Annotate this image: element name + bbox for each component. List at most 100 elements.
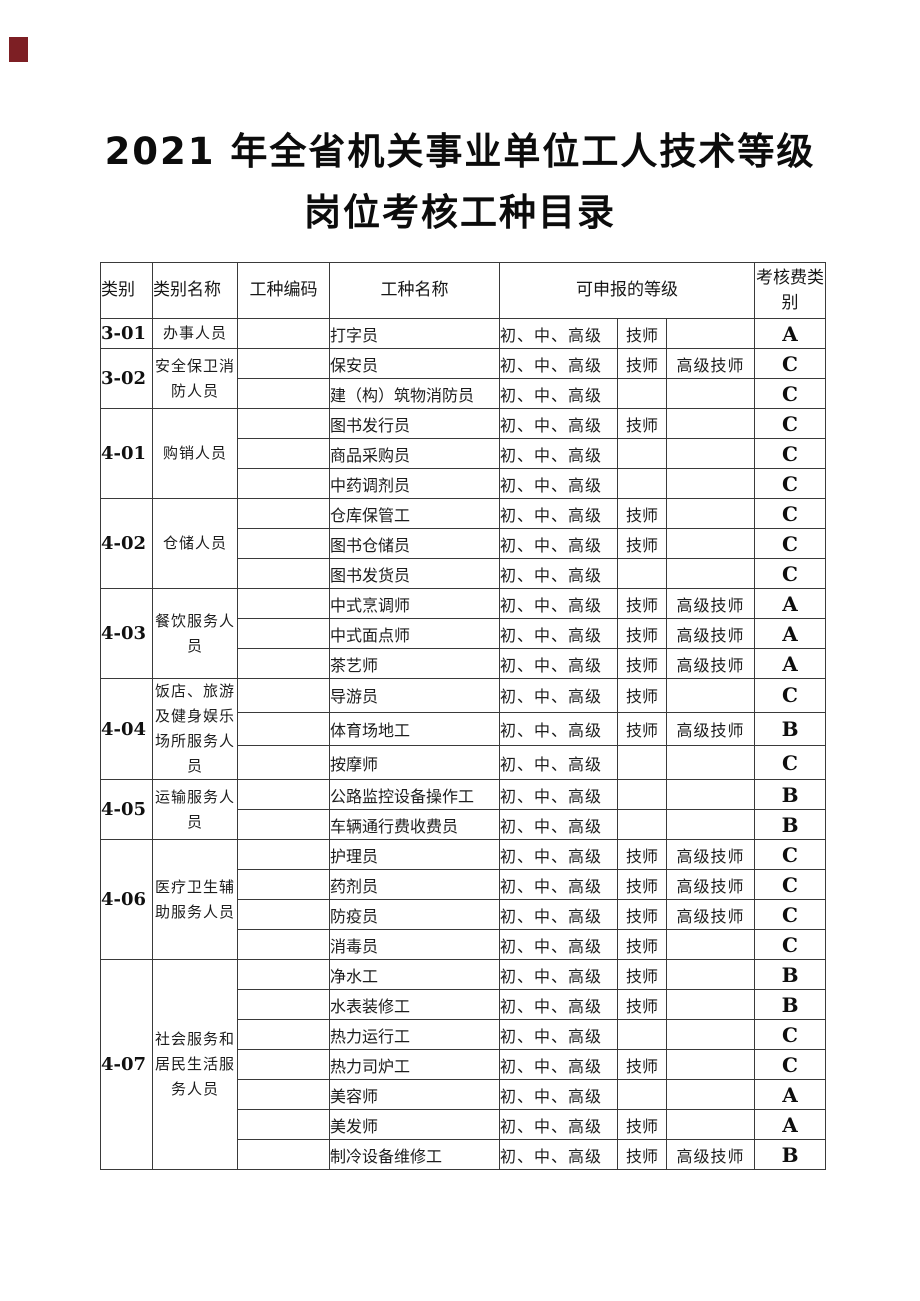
table-row: 车辆通行费收费员 初、中、高级 B [101,809,827,840]
fee-category-cell: C [754,378,827,409]
technician-cell: 技师 [617,1109,667,1140]
senior-technician-cell [665,745,756,780]
table-row: 4-01 购销人员 图书发行员 初、中、高级 技师 C [100,408,827,499]
table-row: 体育场地工 初、中、高级 技师 高级技师 B [101,711,827,747]
table-row: 4-02 仓储人员 仓库保管工 初、中、高级 技师 C [100,498,827,589]
fee-category-cell: C [754,438,827,469]
levels-cell: 初、中、高级 [499,899,618,930]
technician-cell: 技师 [617,711,667,747]
fee-category-cell: C [754,498,827,529]
senior-technician-cell [665,809,756,840]
levels-cell: 初、中、高级 [499,959,618,990]
job-name-cell: 茶艺师 [329,648,500,679]
job-code-cell [237,899,330,930]
senior-technician-cell [665,929,756,960]
job-code-cell [237,711,330,747]
job-code-cell [237,438,330,469]
table-row: 热力司炉工 初、中、高级 技师 C [101,1049,827,1080]
job-name-cell: 药剂员 [329,869,500,900]
levels-cell: 初、中、高级 [499,929,618,960]
fee-category-cell: C [754,468,827,499]
fee-category-cell: C [754,678,827,713]
job-name-cell: 图书仓储员 [329,528,500,559]
job-name-cell: 中式面点师 [329,618,500,649]
category-name-cell: 安全保卫消防人员 [152,348,238,409]
fee-category-cell: A [754,1109,827,1140]
header-fee-category: 考核费类别 [754,262,827,319]
job-code-cell [237,1109,330,1140]
fee-category-cell: C [754,348,827,379]
technician-cell: 技师 [617,869,667,900]
levels-cell: 初、中、高级 [499,1109,618,1140]
table-row: 图书发货员 初、中、高级 C [101,558,827,589]
job-code-cell [237,468,330,499]
table-row: 4-03 餐饮服务人员 中式烹调师 初、中、高级 技师 高级技师 A [100,588,827,679]
technician-cell: 技师 [617,1049,667,1080]
category-name-cell: 社会服务和居民生活服务人员 [152,959,238,1170]
header-category-code: 类别 [100,262,153,319]
fee-category-cell: A [754,618,827,649]
job-catalog-body: 3-01 办事人员 打字员 初、中、高级 技师 A 3-02 安全保卫消防人员 保安员 初、中、高… [100,318,827,1170]
category-code-cell: 4-07 [100,959,153,1170]
technician-cell: 技师 [617,588,667,619]
levels-cell: 初、中、高级 [499,1139,618,1170]
header-job-name: 工种名称 [329,262,500,319]
levels-cell: 初、中、高级 [499,498,618,529]
senior-technician-cell [665,779,756,810]
job-name-cell: 打字员 [329,318,500,349]
fee-category-cell: B [754,711,827,747]
senior-technician-cell [665,318,756,349]
technician-cell: 技师 [617,1139,667,1170]
senior-technician-cell: 高级技师 [665,711,756,747]
table-row: 4-04 饭店、旅游及健身娱乐场所服务人员 导游员 初、中、高级 技师 C [100,678,827,780]
senior-technician-cell [665,1109,756,1140]
levels-cell: 初、中、高级 [499,648,618,679]
table-row: 茶艺师 初、中、高级 技师 高级技师 A [101,648,827,679]
table-header: 类别 类别名称 工种编码 工种名称 可申报的等级 考核费类别 [100,262,827,319]
senior-technician-cell [665,438,756,469]
job-name-cell: 净水工 [329,959,500,990]
senior-technician-cell [665,498,756,529]
job-code-cell [237,1049,330,1080]
technician-cell [617,1019,667,1050]
senior-technician-cell [665,408,756,439]
fee-category-cell: C [754,558,827,589]
fee-category-cell: A [754,648,827,679]
fee-category-cell: C [754,869,827,900]
levels-cell: 初、中、高级 [499,588,618,619]
job-code-cell [237,378,330,409]
job-code-cell [237,839,330,870]
document-title-line1: 2021 年全省机关事业单位工人技术等级 [104,130,816,173]
category-name-cell: 运输服务人员 [152,779,238,840]
category-code-cell: 3-01 [100,318,153,349]
senior-technician-cell [665,989,756,1020]
job-name-cell: 体育场地工 [329,711,500,747]
technician-cell: 技师 [617,498,667,529]
table-row: 美发师 初、中、高级 技师 A [101,1109,827,1140]
job-code-cell [237,558,330,589]
category-code-cell: 4-06 [100,839,153,960]
levels-cell: 初、中、高级 [499,468,618,499]
job-code-cell [237,1139,330,1170]
senior-technician-cell: 高级技师 [665,899,756,930]
table-row: 3-01 办事人员 打字员 初、中、高级 技师 A [100,318,827,349]
category-code-cell: 4-02 [100,498,153,589]
job-name-cell: 商品采购员 [329,438,500,469]
category-name-cell: 医疗卫生辅助服务人员 [152,839,238,960]
levels-cell: 初、中、高级 [499,408,618,439]
senior-technician-cell [665,378,756,409]
senior-technician-cell: 高级技师 [665,348,756,379]
category-code-cell: 4-05 [100,779,153,840]
technician-cell [617,745,667,780]
job-code-cell [237,618,330,649]
job-name-cell: 导游员 [329,678,500,713]
technician-cell: 技师 [617,318,667,349]
job-name-cell: 建（构）筑物消防员 [329,378,500,409]
senior-technician-cell: 高级技师 [665,1139,756,1170]
job-name-cell: 保安员 [329,348,500,379]
job-name-cell: 防疫员 [329,899,500,930]
technician-cell [617,809,667,840]
fee-category-cell: C [754,1049,827,1080]
technician-cell: 技师 [617,678,667,713]
job-name-cell: 消毒员 [329,929,500,960]
